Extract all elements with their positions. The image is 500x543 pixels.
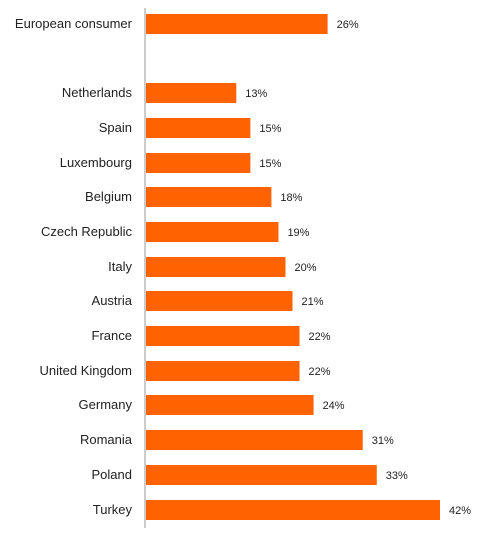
bar [146,361,300,381]
category-label: France [92,328,132,343]
bar [146,430,363,450]
bar [146,291,293,311]
category-label: United Kingdom [40,363,133,378]
bar [146,83,237,103]
category-label: Belgium [85,189,132,204]
bar [146,500,440,520]
bar [146,326,300,346]
value-label: 18% [280,192,302,204]
bar [146,465,377,485]
value-label: 15% [259,158,281,170]
bar [146,187,272,207]
bar [146,257,286,277]
category-label: Romania [80,432,133,447]
bar [146,118,251,138]
category-label: Austria [92,293,133,308]
value-label: 22% [309,331,331,343]
category-label: Turkey [93,502,133,517]
value-label: 24% [323,400,345,412]
value-label: 13% [245,88,267,100]
bar [146,395,314,415]
category-label: Germany [79,397,133,412]
category-label: Luxembourg [60,155,132,170]
value-label: 19% [287,227,309,239]
bar [146,222,279,242]
value-label: 26% [337,19,359,31]
value-label: 21% [302,296,324,308]
bar [146,14,328,34]
value-label: 33% [386,470,408,482]
value-label: 15% [259,123,281,135]
category-label: Spain [99,120,132,135]
category-label: European consumer [15,16,133,31]
category-label: Poland [92,467,132,482]
category-label: Netherlands [62,85,133,100]
category-label: Italy [108,259,132,274]
category-label: Czech Republic [41,224,133,239]
value-label: 31% [372,435,394,447]
bars-group: European consumer 26% Netherlands 13% Spain 1… [15,14,471,520]
value-label: 42% [449,505,471,517]
value-label: 20% [294,262,316,274]
value-label: 22% [309,366,331,378]
bar [146,153,251,173]
